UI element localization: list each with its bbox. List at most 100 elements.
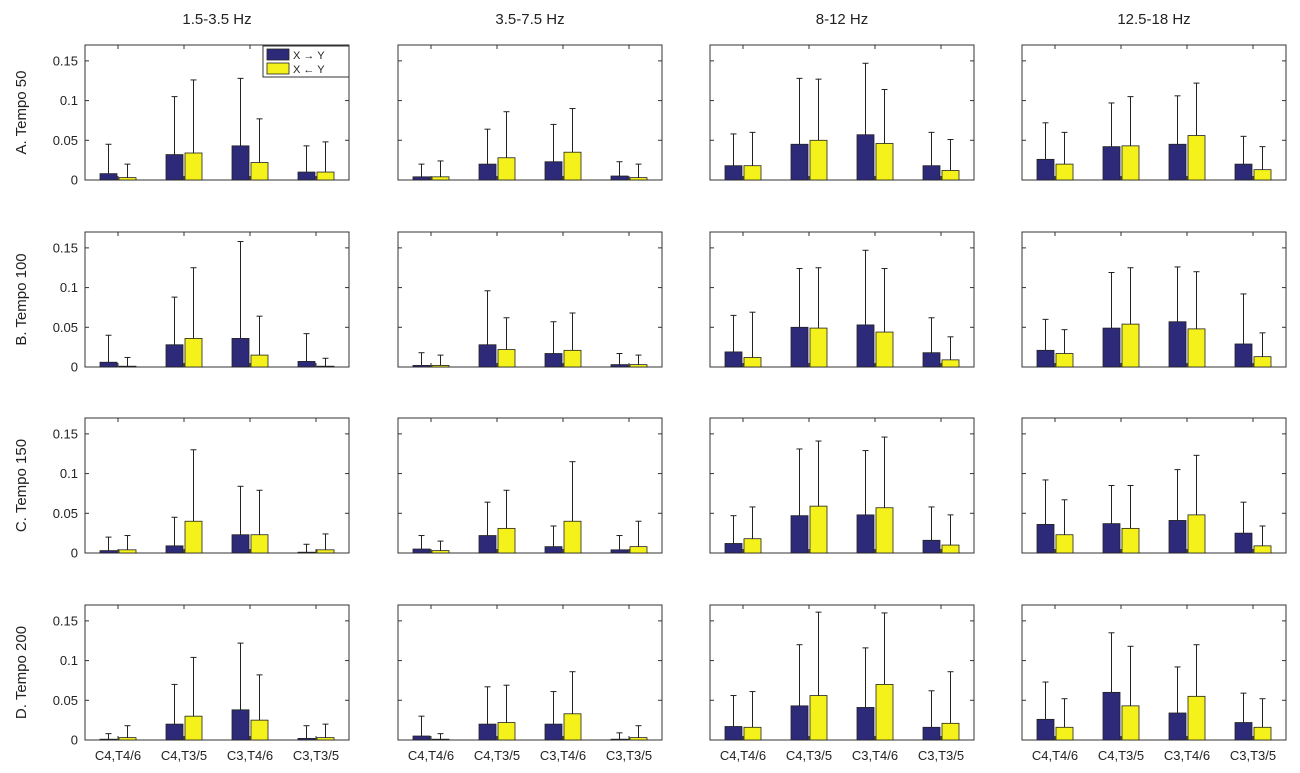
- bar-y-to-x: [431, 176, 450, 181]
- y-tick-label: 0.1: [60, 466, 78, 481]
- legend: X → Y X ← Y: [262, 45, 350, 78]
- bar-x-to-y: [544, 353, 563, 368]
- column-title: 1.5-3.5 Hz: [182, 11, 251, 28]
- panel-frame: [709, 231, 975, 368]
- bar-y-to-x: [184, 338, 203, 368]
- chart-panel: C4,T4/6 C4,T3/5 C3,T4/6 C3,T3/5: [397, 604, 663, 763]
- chart-panel: [397, 44, 663, 181]
- x-tick-label: C4,T3/5: [474, 748, 520, 763]
- row-label: D. Tempo 200: [13, 626, 30, 719]
- bar-y-to-x: [629, 177, 648, 181]
- bar-y-to-x: [875, 684, 894, 741]
- bar-x-to-y: [1168, 712, 1187, 741]
- bar-x-to-y: [1102, 691, 1121, 741]
- y-tick-label: 0.05: [53, 506, 78, 521]
- bar-x-to-y: [790, 143, 809, 181]
- bar-y-to-x: [743, 165, 762, 181]
- bar-x-to-y: [1234, 163, 1253, 181]
- bar-y-to-x: [316, 171, 335, 181]
- y-tick-label: 0.1: [60, 653, 78, 668]
- bar-x-to-y: [297, 171, 316, 181]
- bar-x-to-y: [165, 545, 184, 554]
- bar-y-to-x: [1121, 705, 1140, 741]
- bar-x-to-y: [478, 723, 497, 741]
- y-tick-label: 0.05: [53, 320, 78, 335]
- row-label: A. Tempo 50: [13, 71, 30, 155]
- bar-x-to-y: [99, 550, 118, 554]
- x-tick-label: C3,T4/6: [852, 748, 898, 763]
- y-tick-label: 0: [71, 173, 78, 188]
- y-tick-label: 0: [71, 546, 78, 561]
- x-tick-label: C3,T4/6: [1164, 748, 1210, 763]
- bar-x-to-y: [790, 326, 809, 368]
- bar-y-to-x: [184, 520, 203, 554]
- panel-frame: [397, 604, 663, 741]
- bar-y-to-x: [118, 365, 137, 368]
- bar-x-to-y: [1168, 321, 1187, 368]
- chart-panel: [1021, 231, 1287, 368]
- y-tick-label: 0.1: [60, 280, 78, 295]
- bar-y-to-x: [629, 737, 648, 741]
- bar-y-to-x: [941, 359, 960, 368]
- bar-x-to-y: [610, 364, 629, 368]
- x-tick-label: C4,T4/6: [408, 748, 454, 763]
- y-tick-label: 0.05: [53, 693, 78, 708]
- bar-x-to-y: [297, 551, 316, 554]
- column-title: 12.5-18 Hz: [1117, 11, 1190, 28]
- bar-x-to-y: [412, 735, 431, 741]
- bar-x-to-y: [610, 738, 629, 741]
- bar-y-to-x: [497, 157, 516, 181]
- chart-panel: [397, 231, 663, 368]
- legend-label: X → Y: [293, 50, 325, 62]
- column-title: 8-12 Hz: [816, 11, 869, 28]
- bar-y-to-x: [1187, 695, 1206, 741]
- column-title: 3.5-7.5 Hz: [495, 11, 564, 28]
- bar-y-to-x: [1121, 527, 1140, 554]
- bar-y-to-x: [1055, 534, 1074, 554]
- bar-x-to-y: [544, 161, 563, 181]
- panel-frame: [397, 231, 663, 368]
- bar-x-to-y: [231, 338, 250, 368]
- bar-y-to-x: [563, 713, 582, 741]
- bar-x-to-y: [922, 352, 941, 368]
- bar-y-to-x: [316, 365, 335, 368]
- bar-y-to-x: [1253, 356, 1272, 368]
- bar-y-to-x: [184, 715, 203, 741]
- bar-x-to-y: [724, 351, 743, 368]
- x-tick-label: C4,T3/5: [786, 748, 832, 763]
- bar-y-to-x: [1121, 323, 1140, 368]
- bar-x-to-y: [1036, 158, 1055, 181]
- bar-y-to-x: [118, 177, 137, 181]
- bar-x-to-y: [1036, 718, 1055, 741]
- bar-x-to-y: [724, 543, 743, 554]
- bar-x-to-y: [1234, 722, 1253, 741]
- bar-y-to-x: [809, 327, 828, 368]
- bar-x-to-y: [856, 134, 875, 181]
- x-tick-label: C3,T3/5: [1230, 748, 1276, 763]
- chart-panel: [709, 231, 975, 368]
- bar-x-to-y: [1102, 146, 1121, 181]
- bar-y-to-x: [431, 550, 450, 554]
- y-tick-label: 0.05: [53, 133, 78, 148]
- panel-frame: [709, 417, 975, 554]
- bar-y-to-x: [184, 152, 203, 181]
- bar-x-to-y: [478, 344, 497, 368]
- bar-y-to-x: [250, 162, 269, 181]
- bar-y-to-x: [875, 507, 894, 554]
- x-tick-label: C3,T3/5: [918, 748, 964, 763]
- x-tick-label: C4,T4/6: [95, 748, 141, 763]
- chart-panel: 0 0.05 0.1 0.15: [53, 417, 350, 561]
- y-tick-label: 0.1: [60, 93, 78, 108]
- chart-panel: 0 0.05 0.1 0.15: [53, 231, 350, 375]
- bar-y-to-x: [809, 695, 828, 741]
- bar-y-to-x: [497, 349, 516, 368]
- bar-x-to-y: [790, 705, 809, 741]
- bar-y-to-x: [1055, 353, 1074, 368]
- y-tick-label: 0.15: [53, 426, 78, 441]
- legend-swatch: [266, 48, 290, 61]
- x-tick-label: C4,T4/6: [1032, 748, 1078, 763]
- bar-x-to-y: [231, 534, 250, 554]
- bar-x-to-y: [165, 154, 184, 181]
- bar-x-to-y: [610, 549, 629, 554]
- chart-panel: C4,T4/6 C4,T3/5 C3,T4/6 C3,T3/5: [1021, 604, 1287, 763]
